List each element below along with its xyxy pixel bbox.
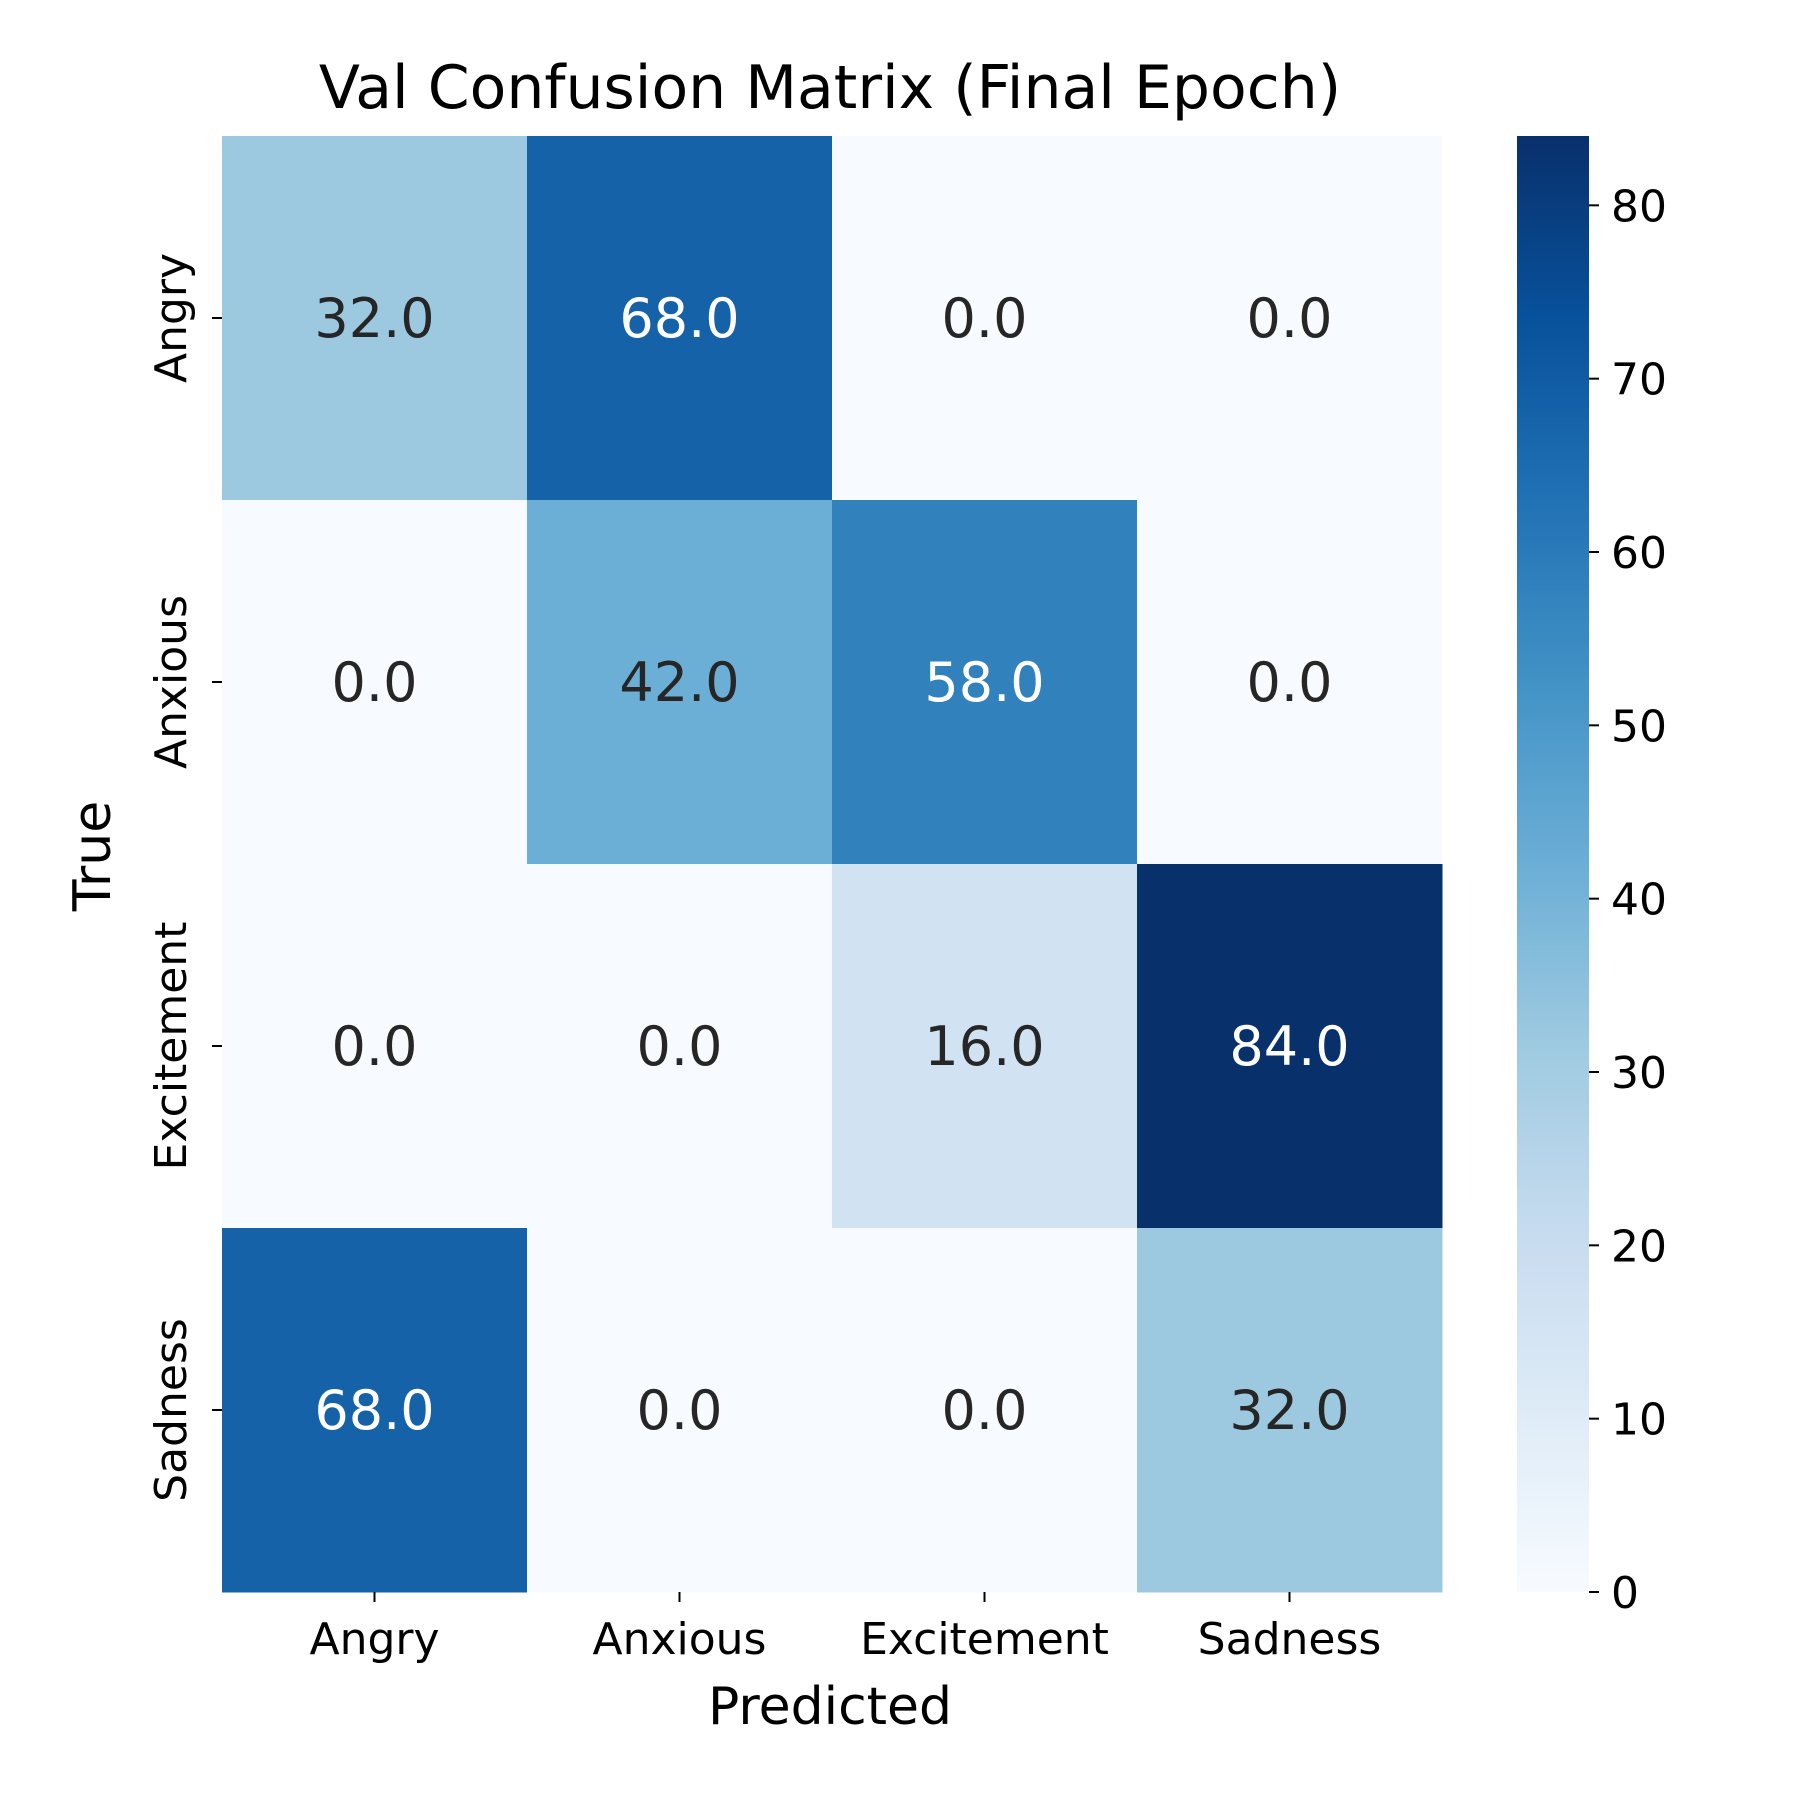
colorbar-tick-label: 60	[1611, 528, 1667, 579]
y-tick-label: Excitement	[146, 922, 197, 1171]
colorbar-tick-label: 80	[1611, 181, 1667, 232]
colorbar-tick-label: 40	[1611, 875, 1667, 926]
heatmap-cell	[832, 1228, 1138, 1593]
x-tick-label: Excitement	[860, 1614, 1109, 1665]
x-tick-label: Sadness	[1198, 1614, 1382, 1665]
colorbar-tick-label: 50	[1611, 701, 1667, 752]
colorbar: 0 10 20 30 40 50 60 70 80	[1517, 136, 1667, 1619]
cell-value-label: 68.0	[314, 1379, 434, 1442]
heatmap-cell	[1137, 500, 1443, 865]
colorbar-tick-label: 0	[1611, 1568, 1639, 1619]
heatmap-cell	[222, 136, 528, 501]
colorbar-tick-label: 10	[1611, 1395, 1667, 1446]
y-axis-ticks: Angry Anxious Excitement Sadness	[146, 253, 222, 1502]
heatmap-cell	[527, 136, 833, 501]
heatmap-cell	[832, 864, 1138, 1229]
cell-value-label: 0.0	[1247, 287, 1333, 350]
heatmap-cell	[222, 1228, 528, 1593]
cell-value-label: 0.0	[637, 1015, 723, 1078]
heatmap-cell	[527, 1228, 833, 1593]
heatmap-cell	[222, 864, 528, 1229]
cell-value-label: 16.0	[924, 1015, 1044, 1078]
heatmap-cells	[222, 136, 1443, 1593]
y-axis-label: True	[63, 801, 123, 912]
cell-value-label: 68.0	[619, 287, 739, 350]
heatmap-cell-labels: 32.0 68.0 0.0 0.0 0.0 42.0 58.0 0.0 0.0 0.0 16.0 84…	[314, 287, 1349, 1442]
colorbar-tick-label: 70	[1611, 355, 1667, 406]
y-tick-label: Anxious	[146, 595, 197, 769]
cell-value-label: 84.0	[1229, 1015, 1349, 1078]
chart-title: Val Confusion Matrix (Final Epoch)	[319, 53, 1341, 123]
cell-value-label: 0.0	[332, 651, 418, 714]
colorbar-tick-label: 30	[1611, 1048, 1667, 1099]
cell-value-label: 32.0	[1229, 1379, 1349, 1442]
colorbar-gradient	[1517, 136, 1589, 1592]
heatmap-cell	[832, 136, 1138, 501]
x-tick-label: Angry	[309, 1614, 439, 1665]
x-axis-ticks: Angry Anxious Excitement Sadness	[309, 1592, 1381, 1665]
colorbar-tick-label: 20	[1611, 1221, 1667, 1272]
heatmap-cell	[527, 500, 833, 865]
heatmap-cell	[1137, 1228, 1443, 1593]
heatmap-cell	[1137, 136, 1443, 501]
cell-value-label: 0.0	[637, 1379, 723, 1442]
cell-value-label: 0.0	[332, 1015, 418, 1078]
heatmap-cell	[527, 864, 833, 1229]
heatmap-cell	[832, 500, 1138, 865]
heatmap-cell	[222, 500, 528, 865]
cell-value-label: 42.0	[619, 651, 739, 714]
cell-value-label: 58.0	[924, 651, 1044, 714]
y-tick-label: Angry	[146, 253, 197, 383]
cell-value-label: 0.0	[1247, 651, 1333, 714]
cell-value-label: 32.0	[314, 287, 434, 350]
cell-value-label: 0.0	[942, 1379, 1028, 1442]
x-tick-label: Anxious	[593, 1614, 767, 1665]
cell-value-label: 0.0	[942, 287, 1028, 350]
x-axis-label: Predicted	[708, 1677, 952, 1737]
y-tick-label: Sadness	[146, 1318, 197, 1502]
heatmap-cell	[1137, 864, 1443, 1229]
